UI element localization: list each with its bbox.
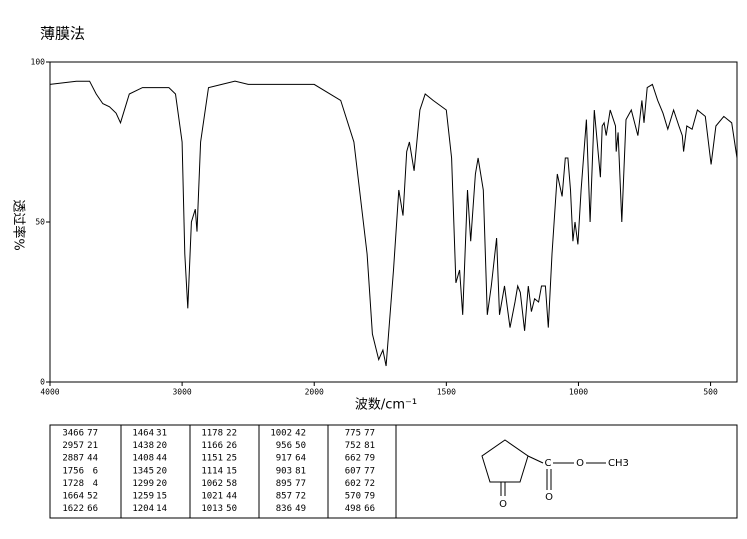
table-cell: 775	[345, 429, 361, 439]
table-cell: 50	[295, 441, 306, 451]
table-cell: 1013	[201, 504, 223, 514]
y-tick-label: 0	[40, 378, 45, 387]
table-cell: 3466	[62, 429, 84, 439]
table-cell: 14	[156, 504, 167, 514]
x-tick-label: 2000	[305, 388, 324, 397]
table-cell: 6	[93, 466, 98, 476]
table-cell: 66	[87, 504, 98, 514]
y-axis-label: 透过率%	[11, 199, 27, 250]
table-cell: 77	[364, 466, 375, 476]
table-cell: 903	[276, 466, 292, 476]
y-tick-label: 50	[35, 218, 45, 227]
table-cell: 1464	[132, 429, 154, 439]
table-cell: 1345	[132, 466, 154, 476]
atom-label: C	[545, 458, 552, 469]
table-cell: 20	[156, 466, 167, 476]
table-cell: 72	[295, 492, 306, 502]
table-cell: 917	[276, 454, 292, 464]
table-cell: 25	[226, 454, 237, 464]
table-cell: 77	[87, 429, 98, 439]
table-cell: 66	[364, 504, 375, 514]
table-cell: 498	[345, 504, 361, 514]
table-cell: 836	[276, 504, 292, 514]
table-cell: 607	[345, 466, 361, 476]
table-cell: 15	[156, 492, 167, 502]
table-cell: 1204	[132, 504, 154, 514]
table-cell: 1178	[201, 429, 223, 439]
table-cell: 895	[276, 479, 292, 489]
table-cell: 44	[87, 454, 98, 464]
table-cell: 77	[364, 429, 375, 439]
table-cell: 1062	[201, 479, 223, 489]
table-cell: 1259	[132, 492, 154, 502]
table-cell: 857	[276, 492, 292, 502]
table-cell: 81	[364, 441, 375, 451]
table-cell: 15	[226, 466, 237, 476]
table-cell: 72	[364, 479, 375, 489]
table-cell: 602	[345, 479, 361, 489]
table-cell: 44	[226, 492, 237, 502]
table-cell: 42	[295, 429, 306, 439]
y-tick-label: 100	[31, 58, 46, 67]
table-cell: 20	[156, 479, 167, 489]
table-cell: 570	[345, 492, 361, 502]
table-cell: 50	[226, 504, 237, 514]
x-tick-label: 500	[703, 388, 718, 397]
table-cell: 956	[276, 441, 292, 451]
table-cell: 58	[226, 479, 237, 489]
table-cell: 4	[93, 479, 98, 489]
atom-label: O	[576, 458, 584, 469]
table-cell: 64	[295, 454, 306, 464]
x-tick-label: 1500	[437, 388, 456, 397]
table-cell: 1166	[201, 441, 223, 451]
table-cell: 752	[345, 441, 361, 451]
table-cell: 81	[295, 466, 306, 476]
table-cell: 21	[87, 441, 98, 451]
table-cell: 1151	[201, 454, 223, 464]
table-cell: 31	[156, 429, 167, 439]
table-cell: 1664	[62, 492, 84, 502]
atom-label: O	[545, 492, 553, 503]
x-axis-label: 波数/cm⁻¹	[355, 398, 417, 413]
table-cell: 1728	[62, 479, 84, 489]
table-cell: 662	[345, 454, 361, 464]
table-cell: 1021	[201, 492, 223, 502]
table-cell: 1114	[201, 466, 223, 476]
structure-bonds	[481, 439, 606, 496]
table-cell: 2887	[62, 454, 84, 464]
table-cell: 44	[156, 454, 167, 464]
x-tick-label: 1000	[569, 388, 588, 397]
spectrum-line	[49, 80, 738, 367]
table-cell: 1438	[132, 441, 154, 451]
table-cell: 20	[156, 441, 167, 451]
atom-label: CH3	[608, 458, 629, 469]
table-cell: 1002	[270, 429, 292, 439]
table-cell: 26	[226, 441, 237, 451]
chart-title: 薄膜法	[40, 25, 85, 43]
table-cell: 77	[295, 479, 306, 489]
table-cell: 1622	[62, 504, 84, 514]
table-cell: 49	[295, 504, 306, 514]
table-cell: 79	[364, 454, 375, 464]
table-cell: 79	[364, 492, 375, 502]
table-cell: 1756	[62, 466, 84, 476]
table-cell: 1408	[132, 454, 154, 464]
atom-label: O	[499, 499, 507, 510]
table-cell: 2957	[62, 441, 84, 451]
table-cell: 52	[87, 492, 98, 502]
table-cell: 22	[226, 429, 237, 439]
x-tick-label: 3000	[172, 388, 191, 397]
table-frame	[49, 424, 738, 519]
x-tick-label: 4000	[40, 388, 59, 397]
plot-frame	[49, 61, 738, 383]
table-cell: 1299	[132, 479, 154, 489]
